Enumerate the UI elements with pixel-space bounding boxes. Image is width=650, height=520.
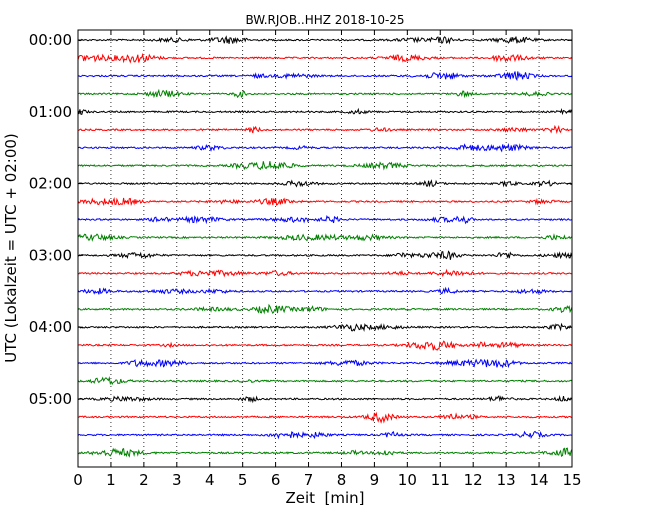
trace-line: [77, 196, 573, 207]
trace-line: [77, 303, 573, 315]
trace-line: [77, 395, 573, 404]
trace-line: [77, 161, 573, 171]
y-tick-label: 00:00: [29, 31, 72, 49]
y-axis-label: UTC (Lokalzeit = UTC + 02:00): [2, 133, 20, 363]
trace-line: [77, 35, 573, 45]
x-tick-label: 8: [337, 471, 347, 489]
x-axis-label: Zeit [min]: [285, 489, 364, 507]
y-axis-ticks: 00:00 01:00 02:00 03:00 04:00 05:00: [29, 31, 572, 408]
x-tick-label: 5: [238, 471, 248, 489]
trace-line: [77, 107, 573, 116]
x-tick-label: 2: [139, 471, 149, 489]
trace-line: [77, 322, 573, 332]
x-tick-label: 0: [73, 471, 83, 489]
trace-line: [77, 124, 573, 135]
trace-line: [77, 376, 573, 386]
trace-line: [77, 233, 573, 242]
trace-line: [77, 250, 573, 260]
x-tick-label: 1: [106, 471, 116, 489]
y-tick-label: 01:00: [29, 103, 72, 121]
trace-line: [77, 447, 573, 458]
x-tick-label: 7: [304, 471, 314, 489]
x-tick-label: 12: [464, 471, 483, 489]
x-tick-label: 9: [370, 471, 380, 489]
trace-line: [77, 52, 573, 64]
x-axis-ticks: 0 1 2 3 4 5 6 7 8 9 10 11 12 13 14 15: [73, 30, 582, 489]
trace-line: [77, 215, 573, 225]
x-tick-label: 11: [431, 471, 450, 489]
chart-title: BW.RJOB..HHZ 2018-10-25: [245, 13, 404, 27]
x-tick-label: 6: [271, 471, 281, 489]
y-tick-label: 05:00: [29, 390, 72, 408]
y-tick-label: 03:00: [29, 246, 72, 264]
trace-line: [77, 358, 573, 369]
trace-line: [77, 88, 573, 99]
trace-line: [77, 142, 573, 153]
x-tick-label: 4: [205, 471, 215, 489]
x-tick-label: 14: [530, 471, 549, 489]
grid-lines: [110, 30, 540, 467]
x-tick-label: 10: [398, 471, 417, 489]
trace-line: [77, 268, 573, 278]
y-tick-label: 04:00: [29, 318, 72, 336]
x-tick-label: 3: [172, 471, 182, 489]
x-tick-label: 15: [562, 471, 581, 489]
seismic-traces: [77, 35, 573, 458]
trace-line: [77, 411, 573, 424]
trace-line: [77, 179, 573, 188]
trace-line: [77, 430, 573, 440]
plot-border: [77, 29, 573, 468]
trace-line: [77, 340, 573, 351]
y-tick-label: 02:00: [29, 175, 72, 193]
trace-line: [77, 71, 573, 82]
plot-area: [78, 30, 572, 467]
x-tick-label: 13: [497, 471, 516, 489]
trace-line: [77, 286, 573, 296]
